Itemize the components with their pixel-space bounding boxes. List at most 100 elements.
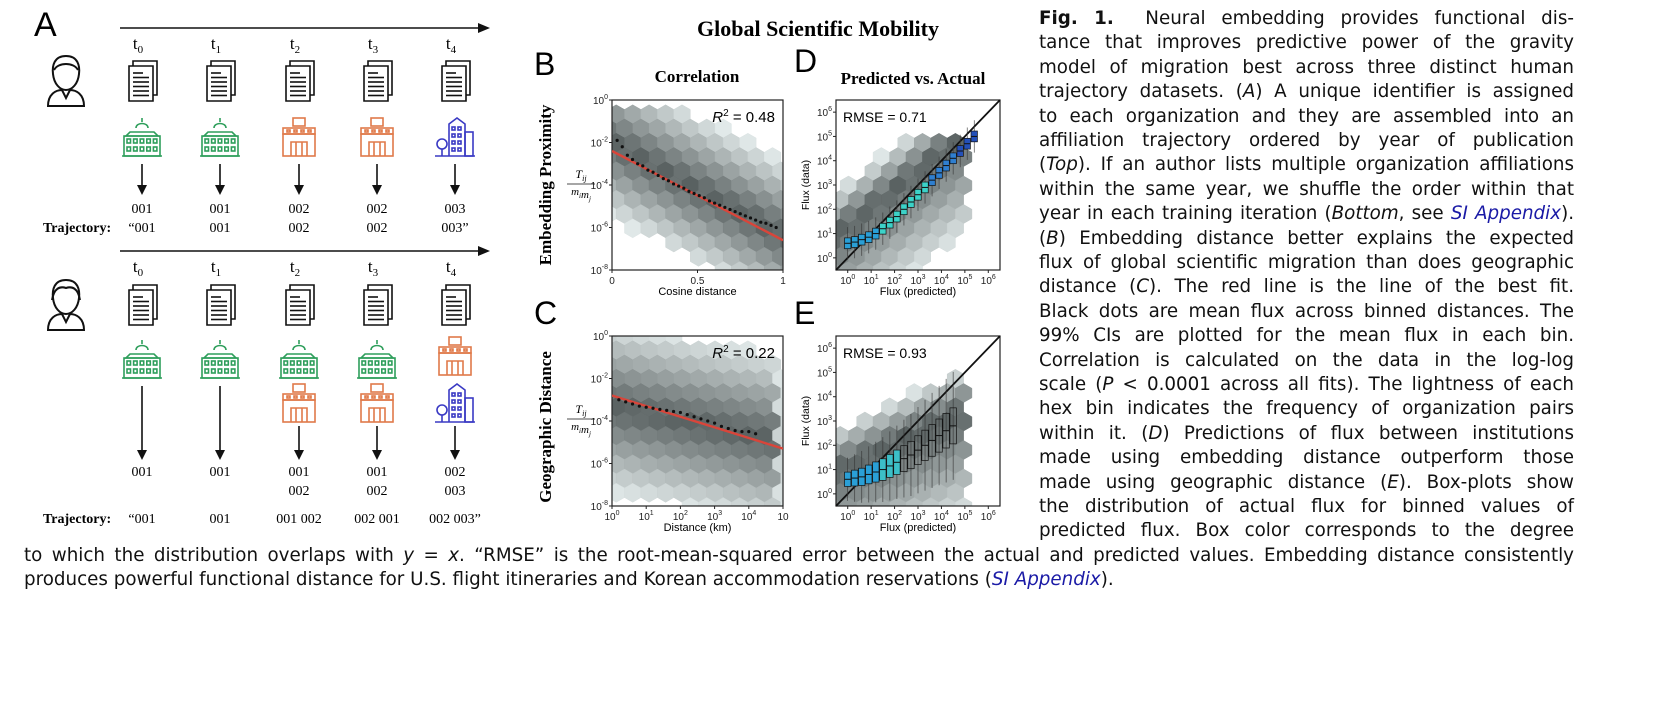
panel-label-e: E [794, 295, 815, 331]
hexbin-cell [789, 483, 806, 502]
top-id: 001 [132, 202, 153, 217]
x-tick-label: 100 [840, 510, 855, 523]
top-trajectory-item: 002 [289, 221, 310, 236]
x-axis-label: Flux (predicted) [880, 286, 956, 298]
university-building-icon [279, 340, 319, 379]
tower-building-icon [435, 383, 475, 423]
mean-flux-point [624, 400, 628, 404]
trajectory-label-bottom: Trajectory: [43, 512, 111, 527]
y-tick-label: 102 [817, 203, 832, 216]
mean-flux-point [630, 402, 635, 406]
italic-text: Bottom [1331, 203, 1399, 225]
bottom-id-second: 002 [289, 484, 310, 499]
bottom-id: 002 [445, 465, 466, 480]
mean-flux-point [646, 168, 650, 172]
mean-flux-point [769, 223, 773, 227]
mean-flux-point [733, 428, 737, 433]
mean-flux-point [678, 410, 683, 415]
mean-flux-point [774, 225, 778, 230]
bottom-id-second: 002 [367, 484, 388, 499]
italic-text: E [1387, 471, 1399, 493]
charts-layer: 100 10-2 10-4 10-6 10-8 Tij mimj 0 0.5 1 Cosine di… [567, 94, 1001, 534]
mean-flux-point [661, 177, 665, 181]
y-axis-label: Flux (data) [800, 160, 812, 210]
hexbin-cell [938, 232, 956, 253]
caption-line: affiliation trajectory ordered by year o… [1039, 130, 1574, 151]
mean-flux-point [636, 162, 640, 166]
timeline-arrowhead-top [478, 23, 490, 33]
y-tick-label: 104 [817, 391, 832, 404]
hexbin-cell [872, 497, 890, 506]
hexbin-cell [764, 497, 782, 506]
panel-a-schematic: t0 001 “001 t0 t1 001 001 t1 t2 002 002 t2 t3 002 002 t… [43, 23, 490, 527]
document-icon [441, 284, 471, 326]
ylabel-numerator: Tij [575, 167, 587, 183]
mean-flux-point [738, 212, 742, 216]
si-appendix-link[interactable]: SI Appendix [1450, 203, 1562, 225]
mean-flux-point [671, 182, 676, 186]
row-label-embedding: Embedding Proximity [536, 104, 555, 265]
hexbin-density [836, 133, 973, 270]
hexbin-cell [938, 497, 956, 506]
top-trajectory-item: 001 [210, 221, 231, 236]
hexbin-cell [747, 497, 765, 506]
mean-flux-point [702, 196, 706, 200]
x-tick-label: 103 [910, 274, 925, 287]
caption-line: model of migration best across three dis… [1039, 56, 1574, 78]
hexbin-cell [756, 512, 772, 531]
arrow-bottom-3-head [372, 450, 382, 460]
caption-line: year in each training iteration (Bottom,… [1039, 203, 1575, 225]
caption-line: made using geographic distance (E). Box-… [1039, 471, 1574, 493]
mean-flux-point [747, 430, 751, 434]
bottom-trajectory-item: “001 [128, 512, 155, 527]
mean-flux-point [641, 164, 645, 168]
y-axis-label: Flux (data) [800, 396, 812, 446]
mean-flux-point [733, 209, 737, 214]
mean-flux-point [644, 405, 648, 409]
x-tick-label: 105 [957, 274, 972, 287]
si-appendix-link[interactable]: SI Appendix [991, 569, 1101, 591]
bottom-trajectory-item: 002 001 [354, 512, 400, 527]
y-tick-label: 103 [817, 415, 832, 428]
university-building-icon [357, 340, 397, 379]
hexbin-cell [698, 497, 716, 506]
y-tick-label: 102 [817, 439, 832, 452]
figure-graphic: A t0001“001t0t1001001t1t2002002t2t300200… [34, 6, 1001, 534]
time-label-t1: t1 [211, 257, 221, 279]
r-squared-annotation: R2 = 0.48 [712, 108, 775, 126]
hexbin-cell [955, 497, 973, 506]
caption-line: distance (C). The red line is the line o… [1039, 276, 1575, 298]
caption-line: to each organization and they are assemb… [1039, 105, 1574, 127]
arrow-top-3-head [372, 185, 382, 195]
mean-flux-point [754, 432, 758, 436]
trajectory-label-top: Trajectory: [43, 221, 111, 236]
x-tick-label: 105 [957, 510, 972, 523]
office-building-icon [282, 117, 316, 157]
x-axis-label: Cosine distance [658, 286, 736, 298]
x-tick-label: 102 [673, 510, 688, 523]
x-tick-label: 10 [777, 512, 789, 523]
x-tick-label: 0 [609, 276, 615, 287]
ylabel-denominator: mimj [571, 421, 591, 438]
document-icon [285, 284, 315, 326]
top-id: 003 [445, 202, 466, 217]
rmse-annotation: RMSE = 0.71 [843, 109, 927, 125]
y-tick-label: 106 [817, 342, 832, 355]
mean-flux-point [651, 406, 655, 410]
y-tick-label: 101 [817, 464, 832, 477]
mean-flux-point [719, 424, 724, 428]
x-tick-label: 106 [981, 274, 996, 287]
y-tick-label: 10-8 [591, 264, 608, 277]
university-building-icon [122, 118, 162, 157]
caption-line: the distribution of actual flux for binn… [1039, 496, 1574, 517]
x-tick-label: 100 [604, 510, 619, 523]
mean-flux-point [651, 170, 655, 174]
hexbin-cell [747, 261, 765, 270]
university-building-icon [122, 340, 162, 379]
figure-title: Global Scientific Mobility [697, 16, 939, 41]
chart-panel-c: 100 10-2 10-4 10-6 10-8 Tij mimj 100 101 102 103 10… [567, 330, 806, 534]
office-building-icon [360, 383, 394, 423]
university-building-icon [200, 118, 240, 157]
mean-flux-point [692, 415, 696, 419]
mean-flux-point [687, 189, 691, 193]
